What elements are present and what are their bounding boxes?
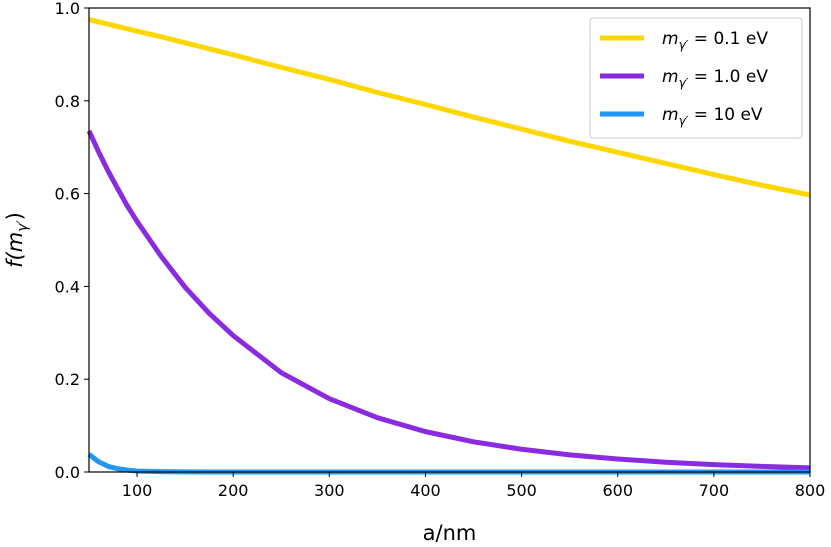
legend-label-sub: γ′ — [679, 38, 689, 52]
legend-box — [589, 17, 803, 139]
y-tick-label-6: 1.0 — [55, 0, 80, 18]
legend-label-base: m — [662, 67, 679, 87]
legend-label-rest: = 0.1 eV — [688, 29, 768, 49]
series-line-2 — [86, 129, 811, 471]
legend-label-base: m — [662, 105, 679, 125]
legend-label-2: mγ′ = 1.0 eV — [662, 67, 768, 90]
x-tick-label-4: 400 — [410, 481, 441, 500]
legend-label-1: mγ′ = 0.1 eV — [662, 29, 768, 52]
y-axis-label: f(mγ′) — [3, 212, 31, 268]
x-tick-label-6: 600 — [602, 481, 633, 500]
x-axis-ticks: 100 200 300 400 500 600 700 800 — [122, 472, 825, 500]
legend-label-base: m — [662, 29, 679, 49]
plot-frame — [88, 7, 811, 473]
y-axis-label-close: ) — [3, 212, 27, 220]
legend-label-sub: γ′ — [679, 76, 689, 90]
y-tick-label-3: 0.4 — [55, 277, 80, 296]
y-tick-label-4: 0.6 — [55, 185, 80, 204]
y-axis-ticks: 0.0 0.2 0.4 0.6 0.8 1.0 — [55, 0, 89, 482]
y-axis-label-sub: γ′ — [15, 220, 31, 232]
x-tick-label-1: 100 — [122, 481, 153, 500]
legend-label-sub: γ′ — [679, 114, 689, 128]
y-tick-label-2: 0.2 — [55, 370, 80, 389]
y-axis-label-base: f(m — [3, 232, 27, 268]
legend-label-rest: = 1.0 eV — [688, 67, 768, 87]
x-tick-label-8: 800 — [795, 481, 826, 500]
x-tick-label-5: 500 — [506, 481, 537, 500]
x-tick-label-3: 300 — [314, 481, 345, 500]
x-tick-label-2: 200 — [218, 481, 249, 500]
x-axis-label: a/nm — [423, 521, 477, 545]
legend-label-3: mγ′ = 10 eV — [662, 105, 763, 128]
y-tick-label-1: 0.0 — [55, 463, 80, 482]
legend-label-rest: = 10 eV — [688, 105, 763, 125]
series-line-1 — [88, 17, 811, 198]
x-tick-label-7: 700 — [699, 481, 730, 500]
y-tick-label-5: 0.8 — [55, 92, 80, 111]
